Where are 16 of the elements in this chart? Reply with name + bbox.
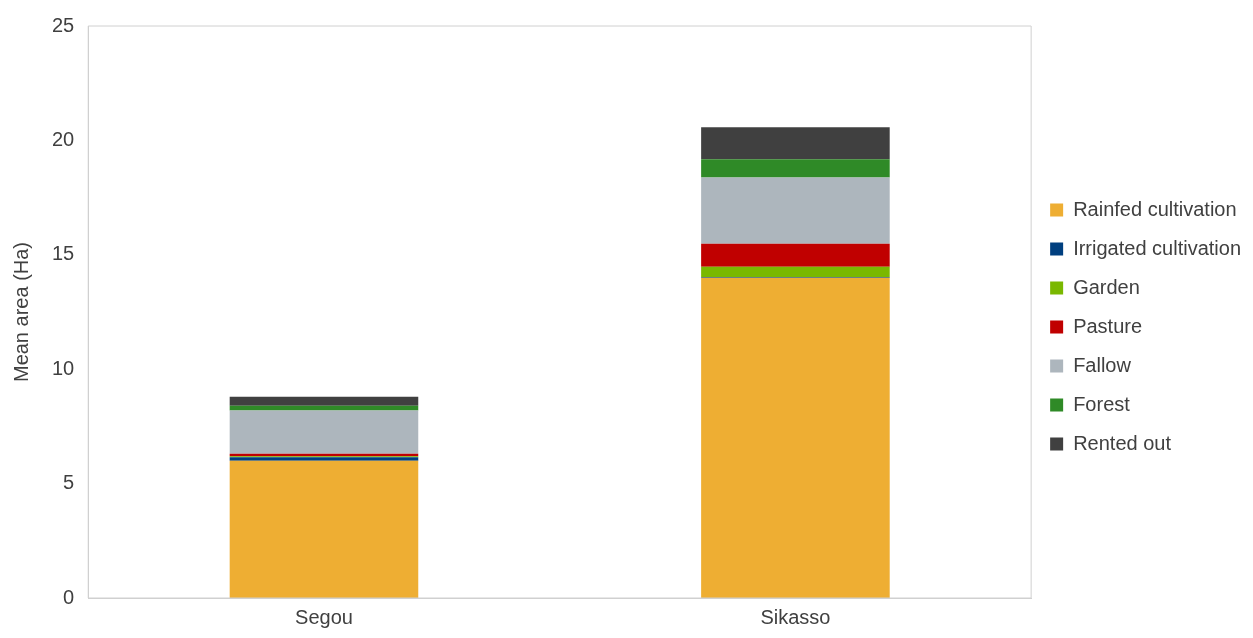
y-tick-label: 5 xyxy=(63,471,75,494)
y-tick-label: 0 xyxy=(63,585,75,608)
legend-label: Pasture xyxy=(1073,314,1143,337)
legend-label: Irrigated cultivation xyxy=(1073,236,1242,259)
legend-label: Rainfed cultivation xyxy=(1073,197,1237,220)
legend-label: Forest xyxy=(1073,392,1131,415)
x-tick-label: Sikasso xyxy=(760,605,831,628)
y-tick-label: 20 xyxy=(52,127,75,150)
legend-label: Garden xyxy=(1073,275,1140,298)
legend-label: Fallow xyxy=(1073,353,1132,376)
y-tick-label: 10 xyxy=(52,356,75,379)
legend-label: Rented out xyxy=(1073,431,1172,454)
y-axis-title: Mean area (Ha) xyxy=(9,241,32,383)
y-tick-label: 15 xyxy=(52,242,75,265)
y-tick-label: 25 xyxy=(52,13,75,36)
x-tick-label: Segou xyxy=(295,605,353,628)
